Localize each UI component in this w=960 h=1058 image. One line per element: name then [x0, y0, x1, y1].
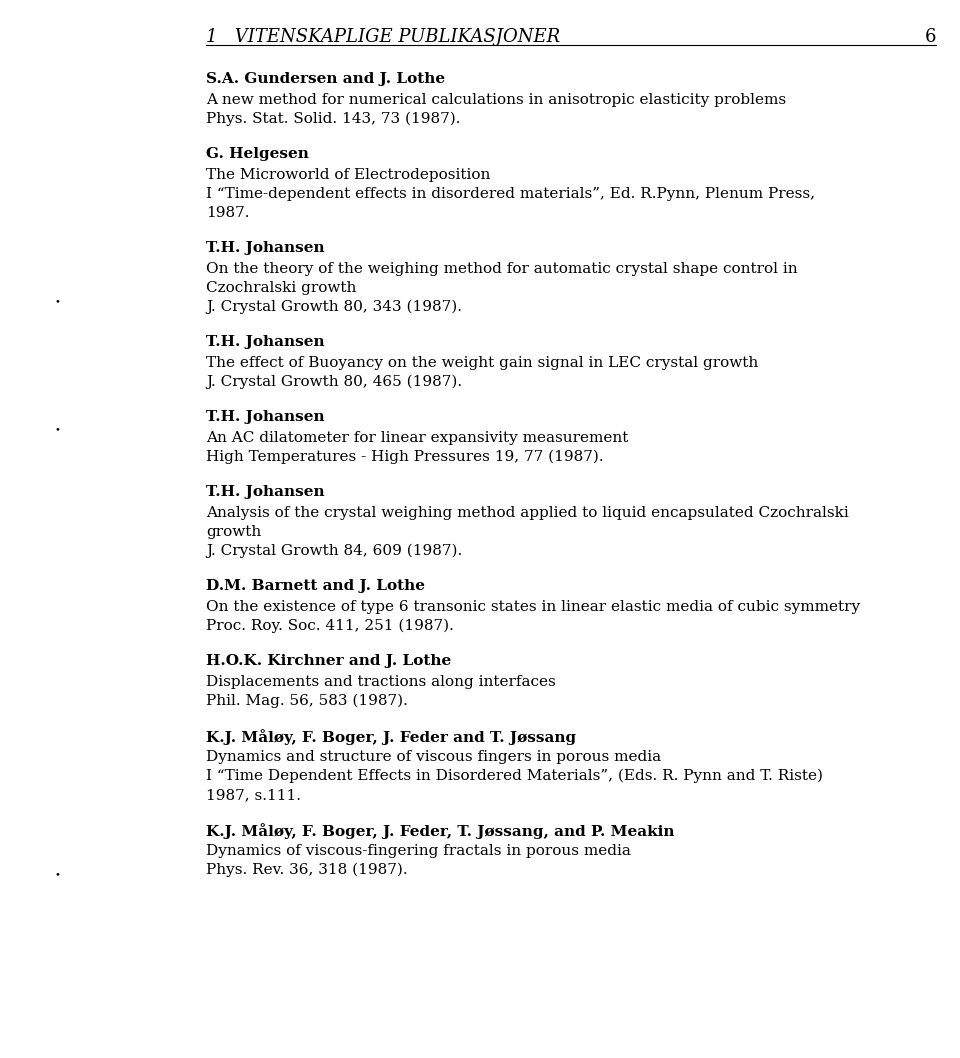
- Text: T.H. Johansen: T.H. Johansen: [206, 335, 325, 349]
- Text: The Microworld of Electrodeposition: The Microworld of Electrodeposition: [206, 168, 491, 182]
- Text: Phys. Rev. 36, 318 (1987).: Phys. Rev. 36, 318 (1987).: [206, 863, 408, 877]
- Text: Analysis of the crystal weighing method applied to liquid encapsulated Czochrals: Analysis of the crystal weighing method …: [206, 506, 850, 519]
- Text: T.H. Johansen: T.H. Johansen: [206, 241, 325, 255]
- Text: Czochralski growth: Czochralski growth: [206, 281, 357, 295]
- Text: I “Time Dependent Effects in Disordered Materials”, (Eds. R. Pynn and T. Riste): I “Time Dependent Effects in Disordered …: [206, 769, 824, 783]
- Text: On the existence of type 6 transonic states in linear elastic media of cubic sym: On the existence of type 6 transonic sta…: [206, 600, 860, 614]
- Text: H.O.K. Kirchner and J. Lothe: H.O.K. Kirchner and J. Lothe: [206, 654, 451, 668]
- Text: S.A. Gundersen and J. Lothe: S.A. Gundersen and J. Lothe: [206, 72, 445, 86]
- Text: 1   VITENSKAPLIGE PUBLIKASJONER: 1 VITENSKAPLIGE PUBLIKASJONER: [206, 28, 561, 45]
- Text: Dynamics and structure of viscous fingers in porous media: Dynamics and structure of viscous finger…: [206, 750, 661, 764]
- Text: 1987, s.111.: 1987, s.111.: [206, 788, 301, 802]
- Text: J. Crystal Growth 84, 609 (1987).: J. Crystal Growth 84, 609 (1987).: [206, 544, 463, 559]
- Text: T.H. Johansen: T.H. Johansen: [206, 485, 325, 499]
- Text: On the theory of the weighing method for automatic crystal shape control in: On the theory of the weighing method for…: [206, 262, 798, 276]
- Text: 6: 6: [924, 28, 936, 45]
- Text: Proc. Roy. Soc. 411, 251 (1987).: Proc. Roy. Soc. 411, 251 (1987).: [206, 619, 454, 634]
- Text: K.J. Måløy, F. Boger, J. Feder, T. Jøssang, and P. Meakin: K.J. Måløy, F. Boger, J. Feder, T. Jøssa…: [206, 823, 675, 839]
- Text: The effect of Buoyancy on the weight gain signal in LEC crystal growth: The effect of Buoyancy on the weight gai…: [206, 355, 758, 370]
- Text: High Temperatures - High Pressures 19, 77 (1987).: High Temperatures - High Pressures 19, 7…: [206, 450, 604, 464]
- Text: •: •: [55, 871, 60, 879]
- Text: J. Crystal Growth 80, 465 (1987).: J. Crystal Growth 80, 465 (1987).: [206, 375, 463, 389]
- Text: I “Time-dependent effects in disordered materials”, Ed. R.Pynn, Plenum Press,: I “Time-dependent effects in disordered …: [206, 187, 815, 201]
- Text: Phil. Mag. 56, 583 (1987).: Phil. Mag. 56, 583 (1987).: [206, 694, 408, 709]
- Text: A new method for numerical calculations in anisotropic elasticity problems: A new method for numerical calculations …: [206, 93, 786, 107]
- Text: G. Helgesen: G. Helgesen: [206, 147, 309, 161]
- Text: An AC dilatometer for linear expansivity measurement: An AC dilatometer for linear expansivity…: [206, 431, 629, 445]
- Text: J. Crystal Growth 80, 343 (1987).: J. Crystal Growth 80, 343 (1987).: [206, 300, 463, 314]
- Text: •: •: [55, 425, 60, 435]
- Text: growth: growth: [206, 525, 262, 539]
- Text: Phys. Stat. Solid. 143, 73 (1987).: Phys. Stat. Solid. 143, 73 (1987).: [206, 112, 461, 126]
- Text: K.J. Måløy, F. Boger, J. Feder and T. Jøssang: K.J. Måløy, F. Boger, J. Feder and T. Jø…: [206, 729, 577, 745]
- Text: 1987.: 1987.: [206, 206, 250, 220]
- Text: D.M. Barnett and J. Lothe: D.M. Barnett and J. Lothe: [206, 579, 425, 592]
- Text: T.H. Johansen: T.H. Johansen: [206, 411, 325, 424]
- Text: Dynamics of viscous-fingering fractals in porous media: Dynamics of viscous-fingering fractals i…: [206, 844, 632, 858]
- Text: Displacements and tractions along interfaces: Displacements and tractions along interf…: [206, 675, 556, 689]
- Text: •: •: [55, 297, 60, 307]
